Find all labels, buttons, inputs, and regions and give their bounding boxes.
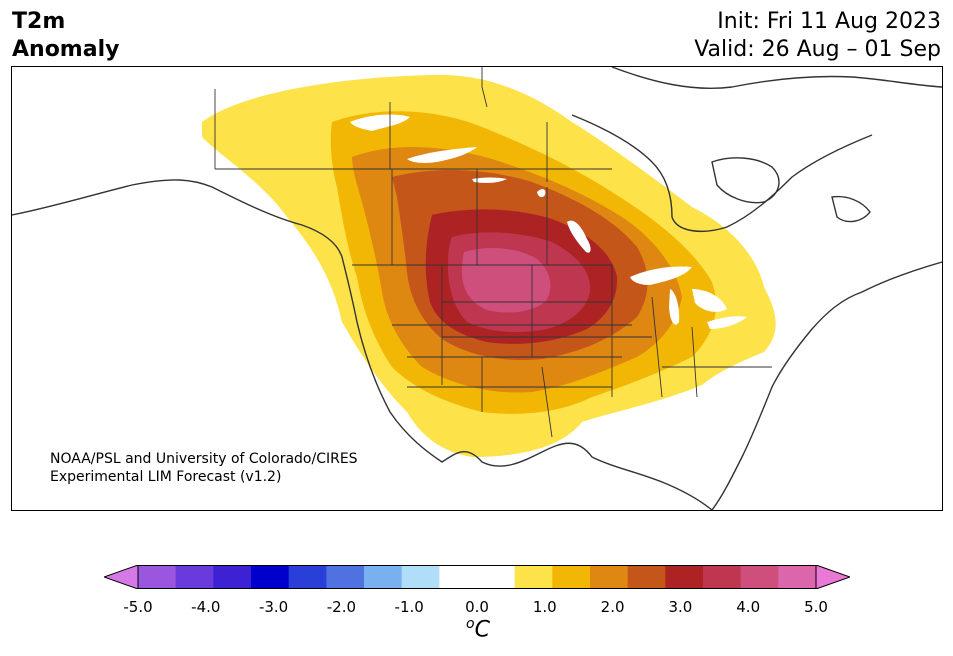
valid-date: Valid: 26 Aug – 01 Sep — [694, 37, 941, 62]
colorbar-tick-label: -3.0 — [258, 598, 289, 616]
unit-letter: C — [474, 617, 490, 643]
map-title: T2m Anomaly — [12, 8, 119, 64]
colorbar-segment — [288, 565, 327, 589]
colorbar-tick-label: 4.0 — [736, 598, 761, 616]
lake-huron — [692, 289, 727, 312]
colorbar — [102, 564, 852, 593]
colorbar-extend-high — [815, 564, 852, 590]
band-3p5-4 — [462, 247, 551, 313]
colorbar-segment — [590, 565, 629, 589]
colorbar-segment — [477, 565, 516, 589]
colorbar-segment — [364, 565, 403, 589]
lake-erie — [707, 316, 747, 329]
title-line-2: Anomaly — [12, 37, 120, 62]
map-svg — [12, 67, 942, 510]
lake-superior — [630, 266, 692, 285]
colorbar-tick-label: 3.0 — [668, 598, 693, 616]
credit-line-2: Experimental LIM Forecast (v1.2) — [50, 469, 282, 485]
coastlines — [12, 67, 942, 510]
credit-line-1: NOAA/PSL and University of Colorado/CIRE… — [50, 451, 358, 467]
colorbar-tick-label: 5.0 — [804, 598, 828, 616]
colorbar-segment — [665, 565, 704, 589]
map-credit: NOAA/PSL and University of Colorado/CIRE… — [50, 450, 358, 486]
great-slave-lake — [407, 147, 477, 163]
colorbar-segment — [439, 565, 478, 589]
colorbar-tick-label: -2.0 — [326, 598, 357, 616]
colorbar-segment — [627, 565, 666, 589]
colorbar-tick-label: -1.0 — [394, 598, 424, 616]
colorbar-tick-label: 0.0 — [465, 598, 489, 616]
init-date: Init: Fri 11 Aug 2023 — [717, 9, 941, 34]
colorbar-tick-label: 2.0 — [600, 598, 625, 616]
colorbar-segment — [138, 565, 177, 589]
colorbar-segment — [552, 565, 591, 589]
colorbar-tick-label: -4.0 — [191, 598, 221, 616]
lake-michigan — [669, 289, 680, 325]
colorbar-extend-low — [102, 564, 139, 590]
colorbar-segment — [740, 565, 779, 589]
colorbar-segment — [778, 565, 817, 589]
colorbar-unit: oC — [466, 616, 490, 642]
colorbar-tick-label: 1.0 — [532, 598, 557, 616]
colorbar-svg — [102, 564, 852, 590]
title-line-1: T2m — [12, 9, 66, 34]
forecast-dates: Init: Fri 11 Aug 2023 Valid: 26 Aug – 01… — [694, 8, 941, 64]
colorbar-segment — [213, 565, 252, 589]
great-bear-lake — [350, 114, 410, 131]
lake-winnipeg — [567, 220, 591, 253]
political-borders — [214, 67, 772, 438]
colorbar-segment — [326, 565, 365, 589]
athabasca-lake — [472, 177, 507, 183]
colorbar-outline — [137, 565, 817, 589]
lake-winnipegosis — [537, 189, 546, 198]
anomaly-map: NOAA/PSL and University of Colorado/CIRE… — [11, 66, 943, 511]
colorbar-segment — [175, 565, 214, 589]
colorbar-segment — [401, 565, 440, 589]
degree-symbol: o — [466, 616, 475, 632]
colorbar-segment — [703, 565, 742, 589]
colorbar-segment — [251, 565, 290, 589]
colorbar-tick-label: -5.0 — [123, 598, 153, 616]
colorbar-segment — [514, 565, 553, 589]
